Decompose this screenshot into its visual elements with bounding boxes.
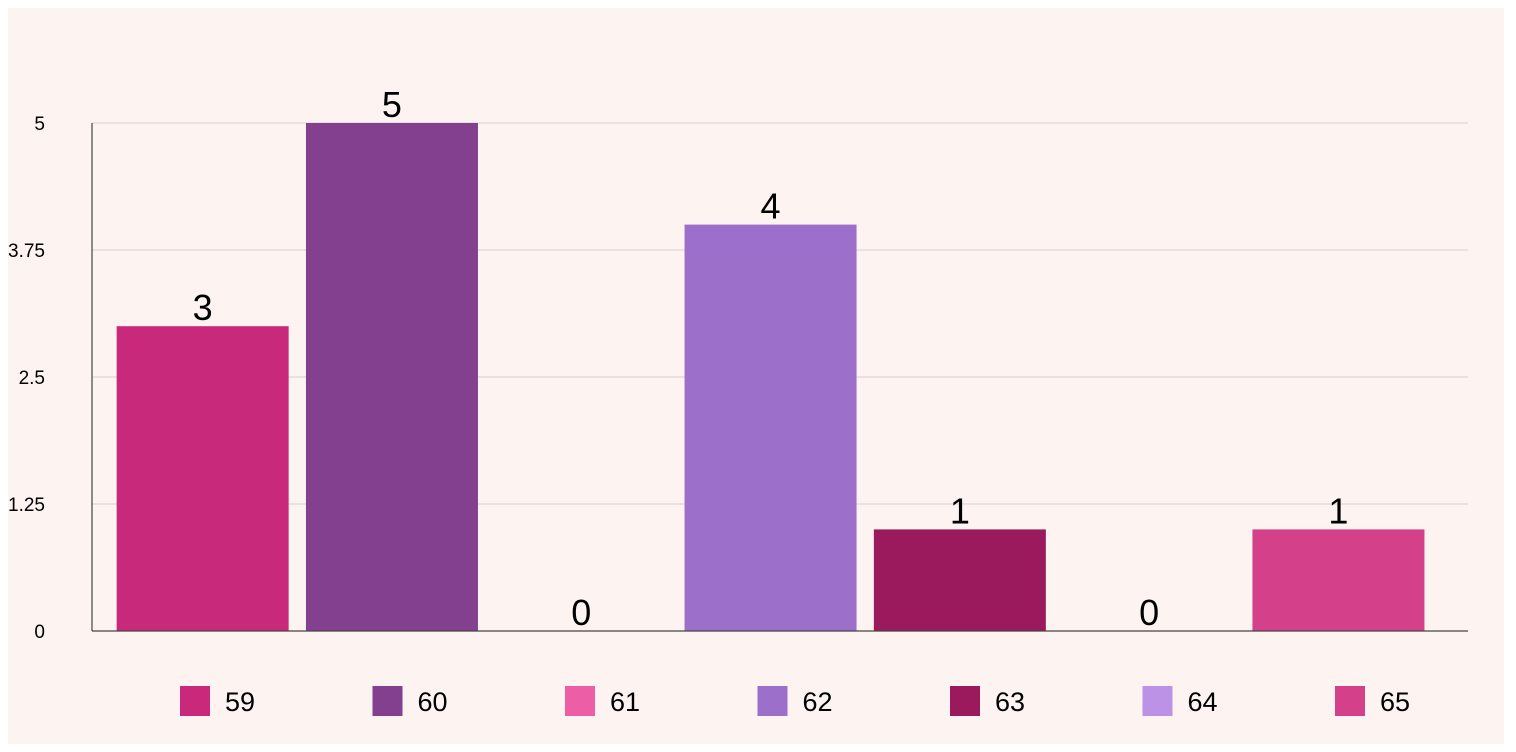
data-label-63: 1	[950, 490, 970, 531]
bar-62	[684, 224, 857, 631]
data-label-64: 0	[1139, 592, 1159, 633]
axes	[91, 123, 1468, 632]
legend-swatch	[757, 686, 788, 716]
y-tick-label: 5	[34, 114, 45, 135]
legend-item-65: 65	[1335, 686, 1410, 717]
legend-item-61: 61	[565, 686, 640, 717]
data-label-60: 5	[382, 84, 402, 125]
y-tick-label: 3.75	[8, 241, 45, 262]
data-labels: 3 5 0 4 1 0 1	[193, 84, 1349, 633]
bars	[116, 123, 1425, 631]
legend-label: 65	[1380, 687, 1410, 717]
legend: 59 60 61 62 63 64 65	[180, 686, 1410, 717]
data-label-65: 1	[1328, 490, 1348, 531]
legend-swatch	[372, 686, 403, 716]
legend-swatch	[1335, 686, 1365, 716]
data-label-62: 4	[761, 186, 781, 227]
legend-label: 63	[995, 687, 1025, 717]
y-tick-label: 0	[34, 622, 45, 643]
legend-swatch	[180, 686, 210, 716]
legend-swatch	[1142, 686, 1173, 716]
legend-item-63: 63	[950, 686, 1025, 717]
legend-label: 62	[803, 687, 833, 717]
legend-swatch	[565, 686, 595, 716]
y-tick-label: 1.25	[8, 495, 45, 516]
legend-item-60: 60	[372, 686, 448, 717]
data-label-61: 0	[571, 592, 591, 633]
legend-label: 64	[1188, 687, 1218, 717]
data-label-59: 3	[193, 287, 213, 328]
legend-label: 59	[225, 687, 255, 717]
legend-swatch	[950, 686, 980, 716]
bar-65	[1252, 529, 1425, 631]
bar-63	[873, 529, 1046, 631]
bar-59	[116, 326, 289, 631]
legend-item-64: 64	[1142, 686, 1218, 717]
bar-60	[305, 123, 478, 631]
legend-label: 61	[610, 687, 640, 717]
y-axis-ticks: 0 1.25 2.5 3.75 5	[8, 114, 45, 643]
legend-label: 60	[418, 687, 448, 717]
legend-item-59: 59	[180, 686, 255, 717]
y-tick-label: 2.5	[19, 368, 45, 389]
legend-item-62: 62	[757, 686, 833, 717]
